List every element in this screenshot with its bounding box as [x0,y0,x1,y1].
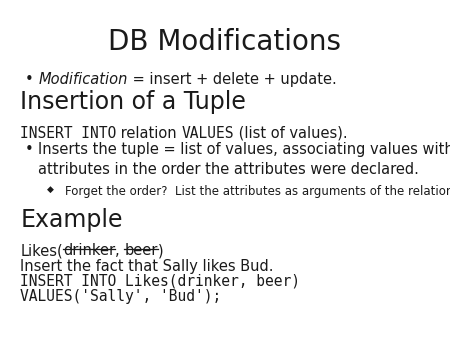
Text: ): ) [158,243,163,258]
Text: relation: relation [117,126,182,141]
Text: INSERT INTO Likes(drinker, beer): INSERT INTO Likes(drinker, beer) [20,274,300,289]
Text: Likes(: Likes( [20,243,63,258]
Text: = insert + delete + update.: = insert + delete + update. [128,72,337,87]
Text: Forget the order?  List the attributes as arguments of the relation.: Forget the order? List the attributes as… [65,185,450,198]
Text: Insertion of a Tuple: Insertion of a Tuple [20,90,246,114]
Text: (list of values).: (list of values). [234,126,348,141]
Text: •: • [25,142,33,157]
Text: Insert the fact that Sally likes Bud.: Insert the fact that Sally likes Bud. [20,259,274,274]
Text: drinker: drinker [63,243,115,258]
Text: •: • [25,72,33,87]
Text: VALUES: VALUES [182,126,234,141]
Text: DB Modifications: DB Modifications [108,28,342,56]
Text: Modification: Modification [38,72,128,87]
Text: ◆: ◆ [47,185,54,194]
Text: ,: , [115,243,124,258]
Text: Inserts the tuple = list of values, associating values with
attributes in the or: Inserts the tuple = list of values, asso… [38,142,450,177]
Text: Example: Example [20,208,123,232]
Text: beer: beer [124,243,158,258]
Text: VALUES('Sally', 'Bud');: VALUES('Sally', 'Bud'); [20,289,221,304]
Text: INSERT INTO: INSERT INTO [20,126,117,141]
